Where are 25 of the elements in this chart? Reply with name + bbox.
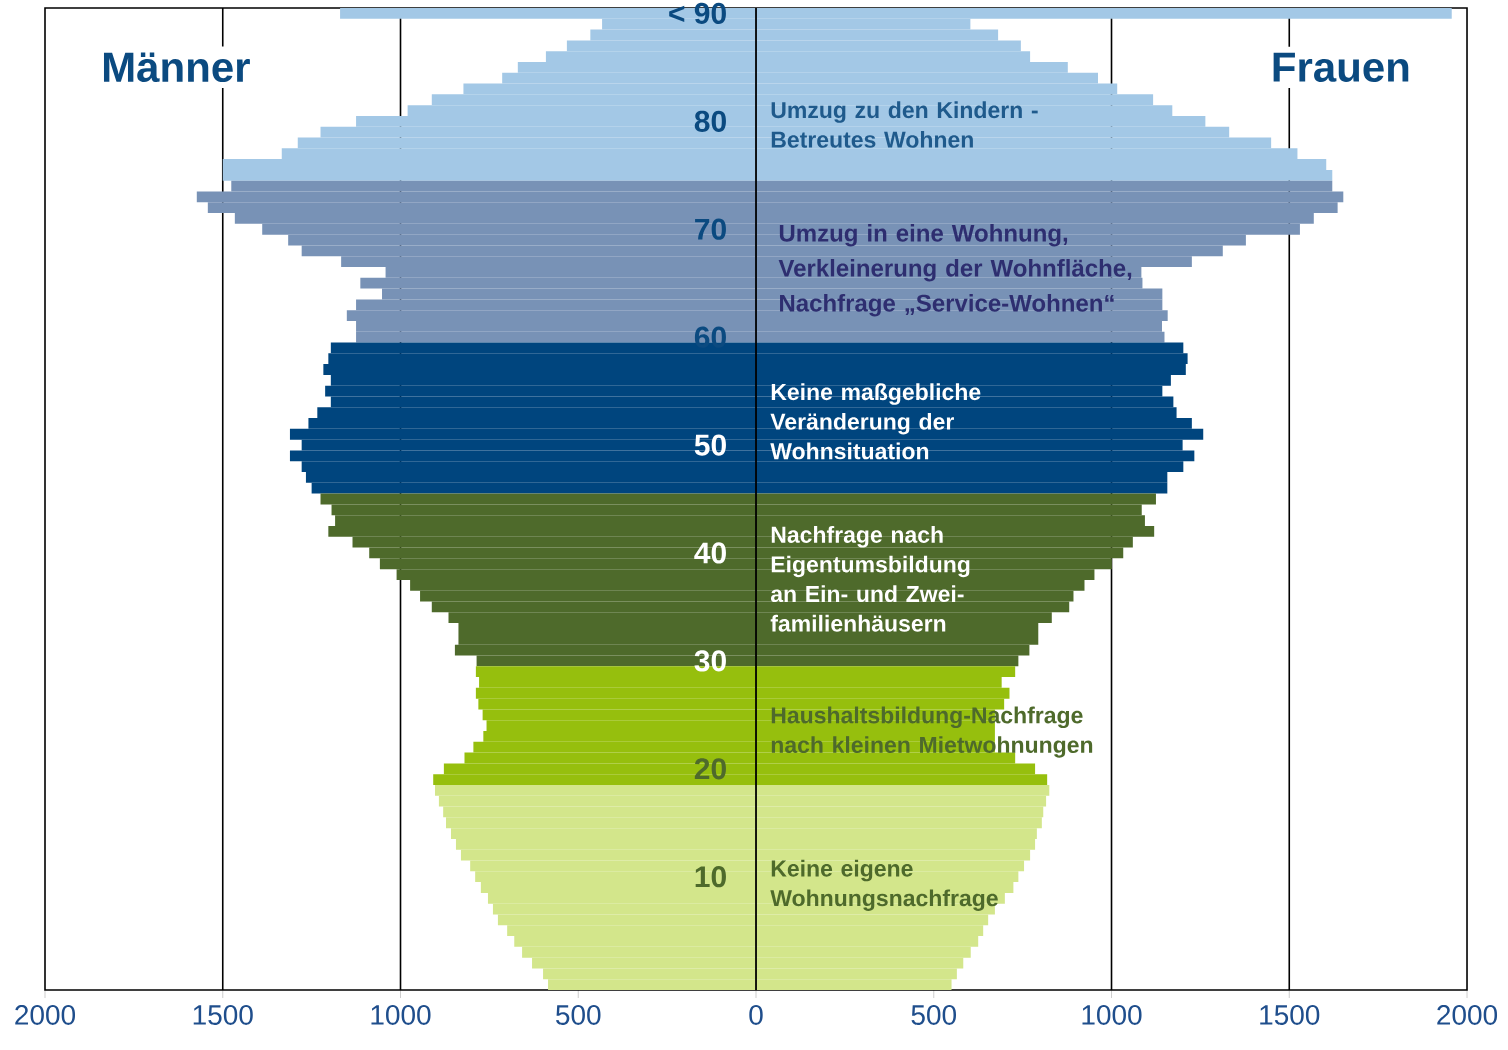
x-tick-label: 500 xyxy=(911,1005,957,1025)
x-tick-label: 1000 xyxy=(1082,1005,1142,1025)
x-tick-label: 2000 xyxy=(15,1005,76,1025)
annotation: Umzug in eine Wohnung, Verkleinerung der Wohnfläche, Nachfrage „Service-Wohnen“ xyxy=(778,223,1132,317)
annotation: Keine eigene Wohnungsnachfrage xyxy=(770,859,998,911)
y-tick-label: 80 xyxy=(694,110,726,132)
x-tick-label: 1500 xyxy=(1260,1005,1320,1025)
y-tick-label: 40 xyxy=(694,542,726,564)
y-tick-label: 30 xyxy=(694,650,726,672)
series-label: Männer xyxy=(103,52,250,83)
y-tick-label: 60 xyxy=(694,326,726,348)
annotation: Umzug zu den Kindern - Betreutes Wohnen xyxy=(771,101,1038,148)
x-tick-label: 2000 xyxy=(1437,1005,1498,1025)
x-tick-label: 1000 xyxy=(371,1005,431,1025)
x-tick-label: 0 xyxy=(749,1005,763,1025)
x-tick-label: 1500 xyxy=(193,1005,253,1025)
y-tick-label: 20 xyxy=(694,758,726,780)
annotation: Keine maßgebliche Veränderung der Wohnsituation xyxy=(770,383,981,460)
y-tick-label: 50 xyxy=(694,434,726,456)
x-tick-label: 500 xyxy=(556,1005,601,1025)
annotation: Nachfrage nach Eigentumsbildung an Ein- und Zwei-familienhäusern xyxy=(770,526,970,632)
y-tick-label: 70 xyxy=(695,218,726,240)
y-tick-label: < 90 xyxy=(669,2,726,25)
y-tick-label: 10 xyxy=(695,866,726,888)
series-label: Frauen xyxy=(1273,52,1409,83)
